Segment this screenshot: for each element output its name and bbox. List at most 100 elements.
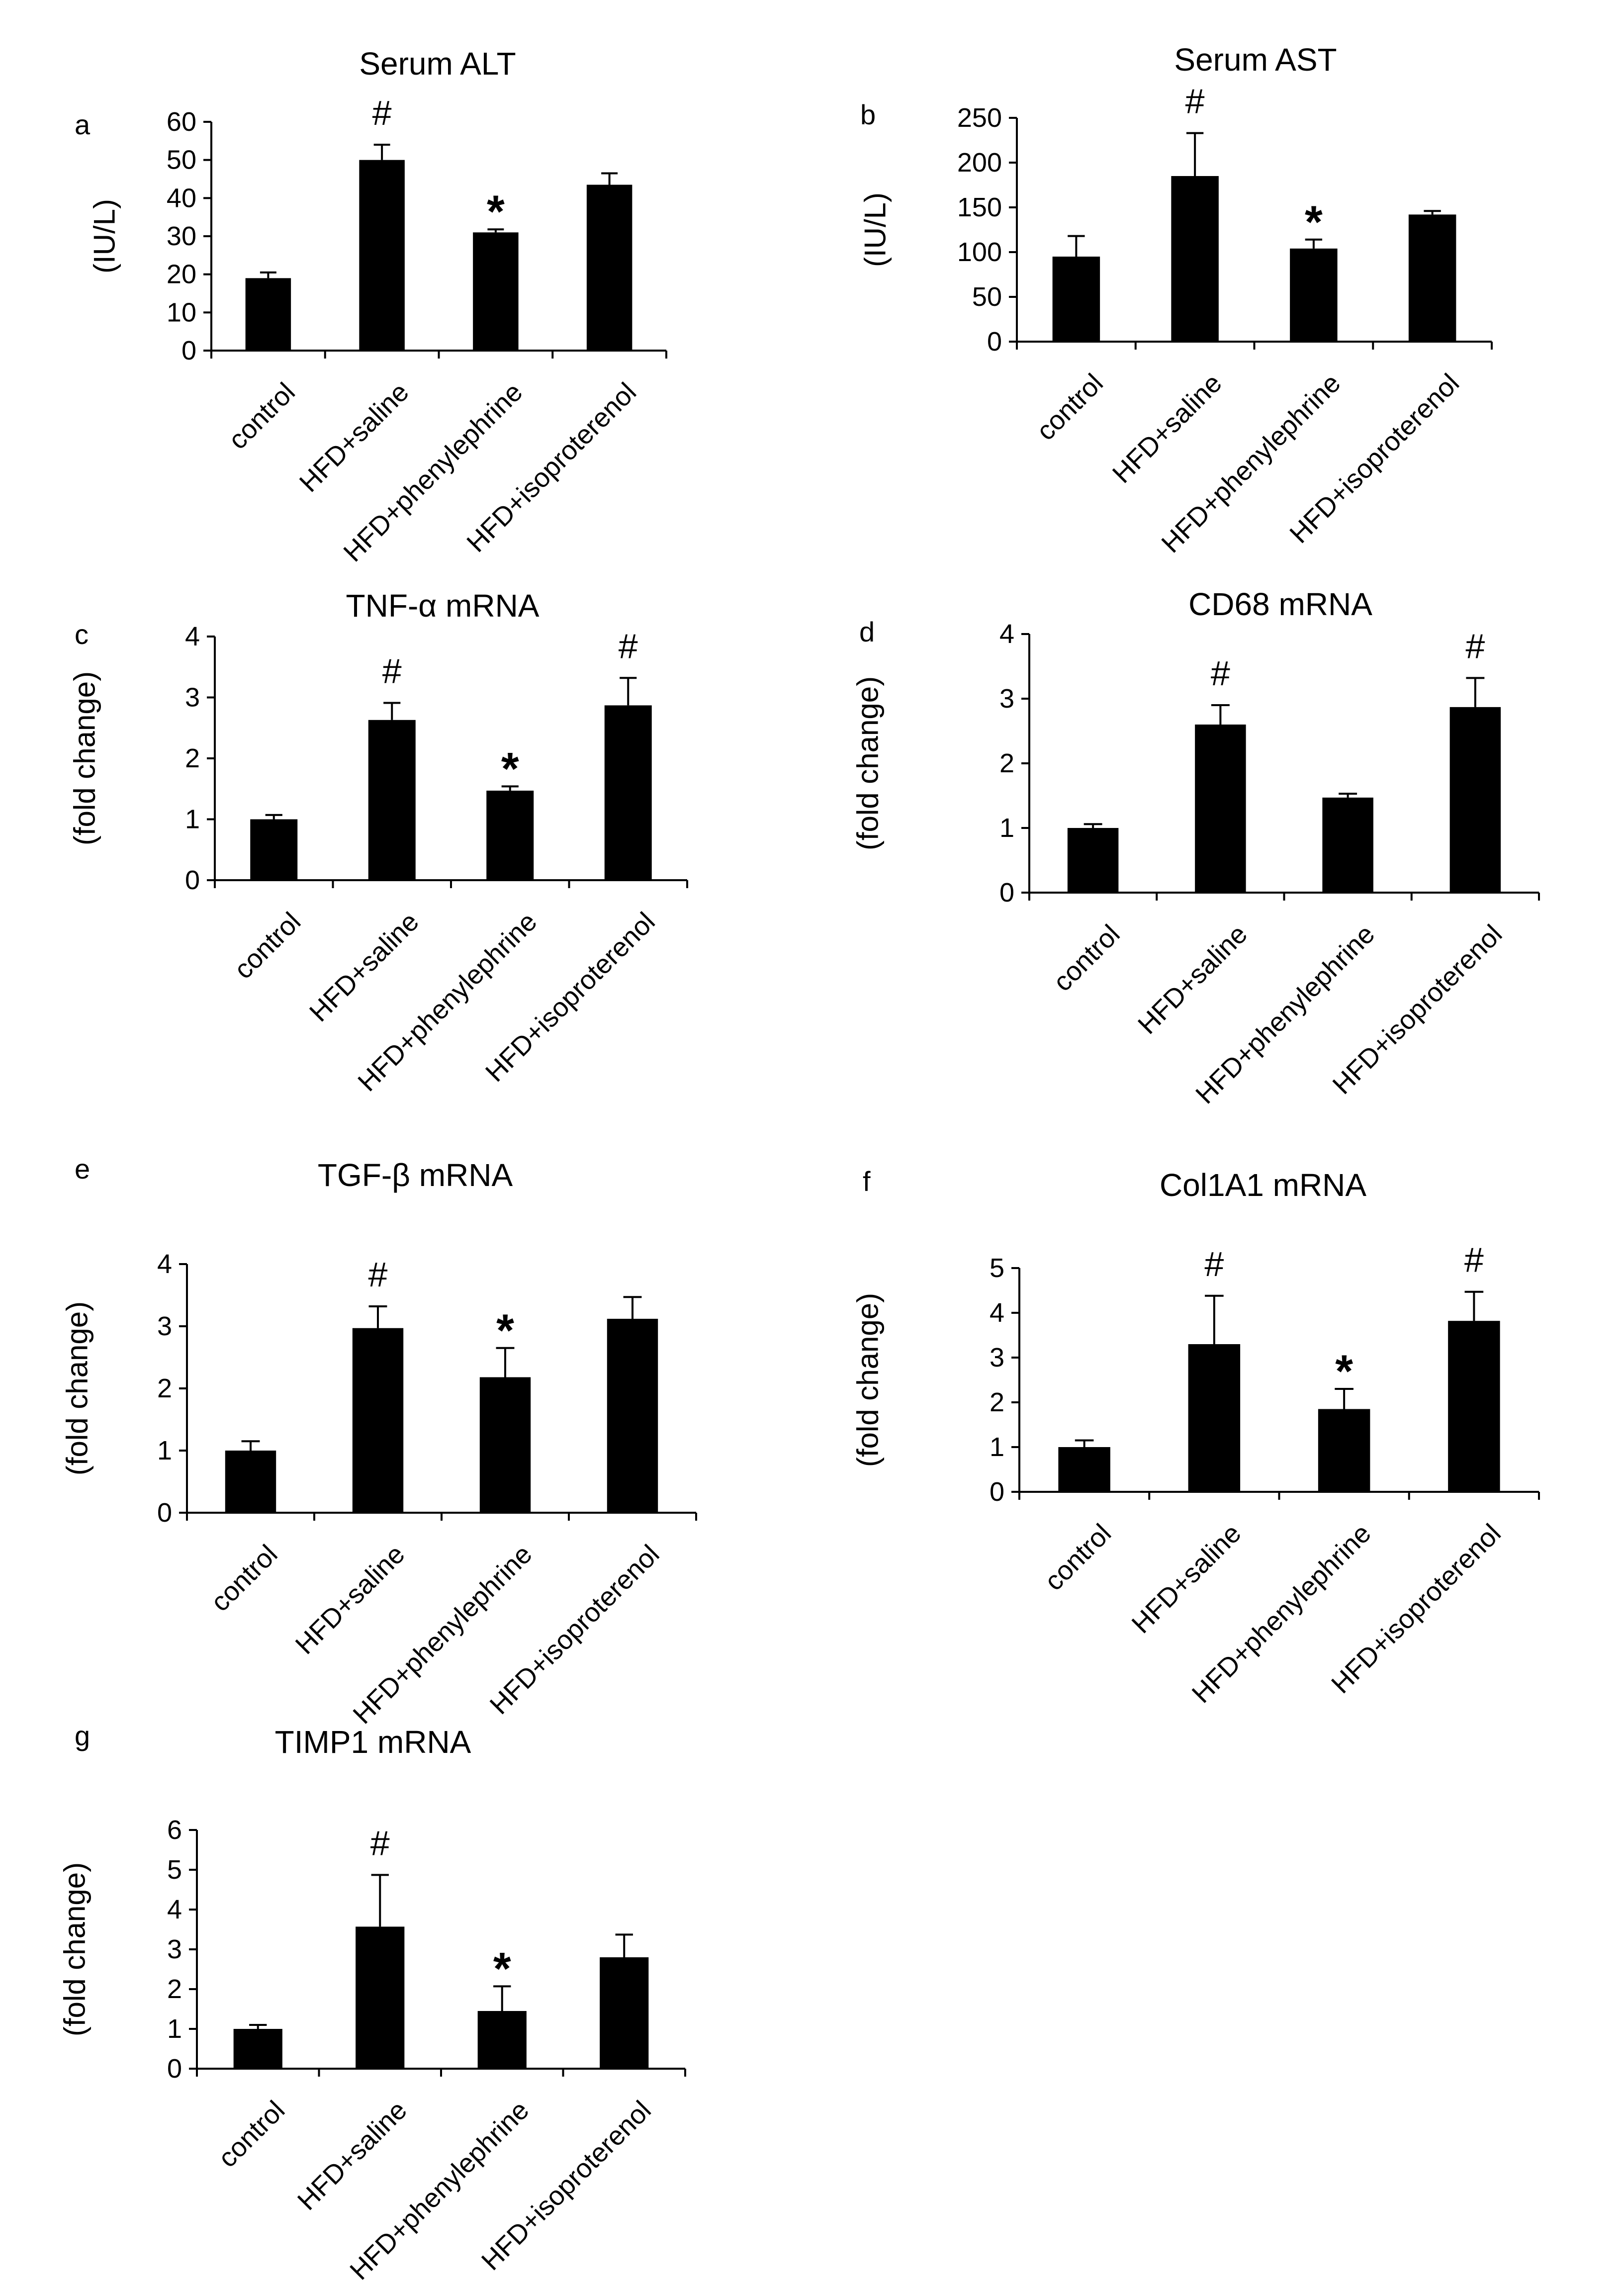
y-tick-label: 2	[157, 1373, 172, 1403]
chart-title: Serum AST	[1174, 42, 1337, 78]
y-tick-label: 0	[185, 865, 200, 895]
bar-HFD+phenylephrine	[1322, 797, 1373, 893]
y-tick-label: 1	[157, 1436, 172, 1465]
y-tick-label: 3	[185, 683, 200, 713]
bar-control	[1067, 828, 1119, 893]
bar-HFD+saline	[368, 720, 416, 880]
x-tick-label: HFD+saline	[292, 2095, 413, 2216]
bar-HFD+phenylephrine	[473, 232, 519, 351]
x-tick-label: control	[1048, 919, 1126, 997]
bar-HFD+saline	[356, 1926, 405, 2069]
x-tick-label: control	[223, 377, 301, 455]
bar-HFD+phenylephrine	[477, 2011, 527, 2069]
y-tick-label: 0	[157, 1498, 172, 1528]
bar-HFD+isoproterenol	[600, 1957, 649, 2069]
y-tick-label: 250	[957, 103, 1002, 133]
significance-hash: #	[368, 1255, 388, 1294]
panel-a: a Serum ALT (IU/L) 0 10 20 30 40 50 60 control # HFD…	[75, 46, 667, 567]
significance-hash: #	[1464, 1241, 1484, 1279]
y-tick-label: 30	[167, 221, 196, 251]
x-tick-label: control	[212, 2095, 290, 2173]
significance-star: *	[1305, 197, 1323, 248]
panel-letter: b	[860, 99, 876, 130]
x-tick-label: control	[1031, 368, 1109, 446]
bar-HFD+phenylephrine	[1318, 1409, 1370, 1492]
y-tick-label: 2	[990, 1387, 1004, 1417]
y-tick-label: 20	[167, 260, 196, 289]
significance-star: *	[501, 743, 519, 794]
chart-title: CD68 mRNA	[1188, 586, 1372, 622]
bar-HFD+phenylephrine	[479, 1377, 531, 1513]
chart-title: TIMP1 mRNA	[275, 1724, 471, 1760]
y-tick-label: 40	[167, 183, 196, 213]
bar-control	[1058, 1447, 1110, 1492]
significance-hash: #	[1185, 82, 1205, 121]
panel-b: b Serum AST (IU/L) 0 50 100 150 200 250 control # H…	[859, 42, 1493, 558]
x-tick-label: control	[228, 907, 306, 985]
y-tick-label: 2	[185, 743, 200, 773]
bar-HFD+saline	[1188, 1344, 1241, 1492]
significance-star: *	[496, 1305, 514, 1356]
y-tick-label: 0	[987, 327, 1002, 357]
y-tick-label: 60	[167, 107, 196, 137]
bar-control	[225, 1451, 276, 1513]
y-tick-label: 5	[167, 1855, 182, 1885]
significance-star: *	[1335, 1346, 1353, 1397]
y-axis-label: (fold change)	[61, 1301, 94, 1475]
significance-hash: #	[619, 627, 638, 665]
bar-HFD+saline	[352, 1328, 404, 1513]
y-tick-label: 1	[167, 2014, 182, 2044]
y-tick-label: 0	[167, 2054, 182, 2084]
y-tick-label: 2	[999, 748, 1014, 778]
y-axis-label: (fold change)	[68, 671, 101, 845]
x-tick-label: HFD+saline	[304, 907, 425, 1027]
significance-hash: #	[370, 1824, 390, 1862]
panel-f: f Col1A1 mRNA (fold change) 0 1 2 3 4 5 control # H…	[851, 1166, 1540, 1709]
y-tick-label: 4	[167, 1895, 182, 1924]
bar-HFD+isoproterenol	[607, 1319, 658, 1513]
y-tick-label: 1	[185, 805, 200, 834]
panel-letter: a	[75, 109, 90, 140]
y-axis-label: (fold change)	[851, 676, 885, 850]
y-axis-label: (fold change)	[58, 1862, 91, 2036]
bar-control	[245, 278, 291, 351]
y-tick-label: 1	[999, 813, 1014, 843]
y-tick-label: 200	[957, 148, 1002, 178]
y-axis-label: (IU/L)	[88, 199, 121, 274]
significance-hash: #	[372, 93, 392, 132]
y-tick-label: 4	[185, 622, 200, 651]
panel-e: e TGF-β mRNA (fold change) 0 1 2 3 4 control # HFD…	[61, 1153, 697, 1730]
y-tick-label: 10	[167, 297, 196, 327]
panel-d: d CD68 mRNA (fold change) 0 1 2 3 4 control # HFD+…	[851, 586, 1540, 1109]
bar-control	[1052, 257, 1100, 342]
significance-hash: #	[1465, 627, 1485, 665]
y-tick-label: 0	[181, 336, 196, 365]
bar-HFD+isoproterenol	[1408, 214, 1456, 342]
bar-HFD+saline	[1195, 725, 1246, 893]
chart-title: TNF-α mRNA	[346, 588, 540, 624]
panel-letter: c	[75, 619, 89, 650]
chart-title: TGF-β mRNA	[318, 1157, 513, 1193]
y-tick-label: 4	[999, 619, 1014, 649]
bar-control	[233, 2029, 282, 2069]
x-tick-label: HFD+saline	[294, 377, 415, 498]
significance-hash: #	[1211, 654, 1230, 693]
y-tick-label: 100	[957, 237, 1002, 267]
y-axis-label: (fold change)	[851, 1293, 885, 1467]
panel-g: g TIMP1 mRNA (fold change) 0 1 2 3 4 5 6 control # H…	[58, 1720, 686, 2284]
bar-HFD+isoproterenol	[586, 184, 632, 351]
y-tick-label: 150	[957, 192, 1002, 222]
y-tick-label: 0	[999, 878, 1014, 908]
y-tick-label: 0	[990, 1477, 1004, 1507]
y-tick-label: 4	[990, 1298, 1004, 1328]
x-tick-label: HFD+saline	[290, 1539, 411, 1660]
y-tick-label: 3	[999, 684, 1014, 714]
panel-letter: e	[75, 1153, 90, 1185]
x-tick-label: HFD+saline	[1107, 368, 1228, 489]
y-tick-label: 1	[990, 1432, 1004, 1462]
bar-HFD+phenylephrine	[486, 790, 534, 880]
y-tick-label: 6	[167, 1815, 182, 1845]
chart-title: Col1A1 mRNA	[1160, 1167, 1366, 1203]
chart-title: Serum ALT	[359, 46, 516, 82]
